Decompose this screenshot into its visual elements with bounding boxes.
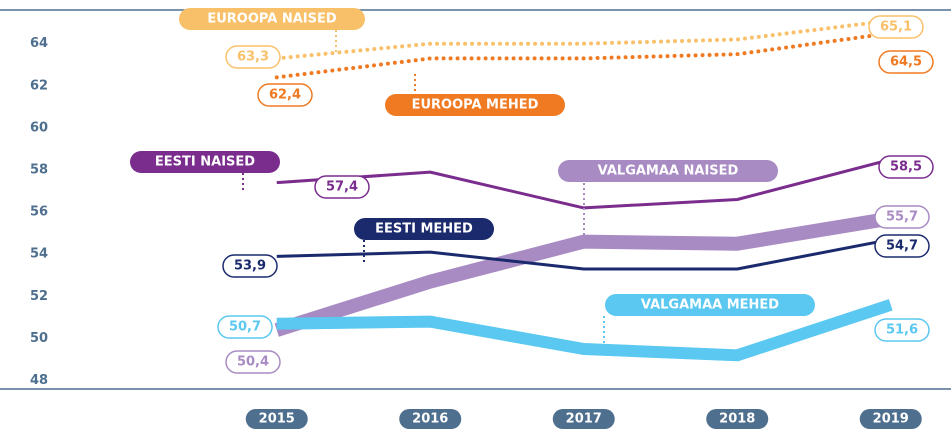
y-tick-label: 50 [30,331,48,346]
y-tick-label: 64 [30,36,48,51]
legend-pill [354,218,494,240]
legend-pill [558,160,778,182]
value-label-box [257,83,313,107]
y-tick-label: 48 [30,373,48,388]
value-label-box [878,155,934,179]
value-label: 64,5 [890,55,922,70]
x-tick-label: 2019 [873,412,909,427]
year-pill [245,409,308,429]
series-line [276,238,892,271]
x-tick-label: 2017 [566,412,602,427]
legend-label: VALGAMAA NAISED [598,164,739,179]
value-label-box [225,350,281,374]
value-label: 51,6 [886,323,918,338]
legend-pill [179,8,365,30]
legend-label: VALGAMAA MEHED [641,298,779,313]
legend-label: EUROOPA MEHED [412,98,539,113]
value-label: 65,1 [880,20,912,35]
legend-pill [385,94,565,116]
y-tick-label: 60 [30,120,48,135]
value-label-box [217,315,273,339]
series-line [274,211,892,337]
x-tick-label: 2018 [719,412,755,427]
value-label-box [868,15,924,39]
year-pill [706,409,769,429]
y-tick-label: 54 [30,247,48,262]
value-label-box [874,234,930,258]
year-pill [859,409,922,429]
value-label: 53,9 [234,259,266,274]
value-label: 62,4 [269,88,301,103]
value-label-box [314,175,370,199]
value-label: 58,5 [890,160,922,175]
series-line [274,18,893,61]
legend-label: EESTI MEHED [375,222,473,237]
value-label: 55,7 [886,210,918,225]
value-label-box [222,254,278,278]
legend-label: EUROOPA NAISED [207,12,336,27]
value-label: 54,7 [886,239,918,254]
value-label-box [878,50,934,74]
year-pill [399,409,462,429]
legend-label: EESTI NAISED [155,155,255,170]
value-label-box [874,318,930,342]
value-label-box [225,45,281,69]
series-line [274,31,893,80]
y-tick-label: 58 [30,163,48,178]
value-label: 57,4 [326,180,358,195]
value-label: 50,4 [237,355,269,370]
y-tick-label: 56 [30,205,48,220]
series-line [276,299,893,362]
value-label-box [874,205,930,229]
x-tick-label: 2016 [412,412,448,427]
legend-pill [605,294,815,316]
legend-pill [130,151,280,173]
value-label: 63,3 [237,50,269,65]
y-tick-label: 52 [30,289,48,304]
year-pill [552,409,615,429]
x-tick-label: 2015 [259,412,295,427]
value-label: 50,7 [229,320,261,335]
y-tick-label: 62 [30,78,48,93]
series-line [276,158,892,210]
